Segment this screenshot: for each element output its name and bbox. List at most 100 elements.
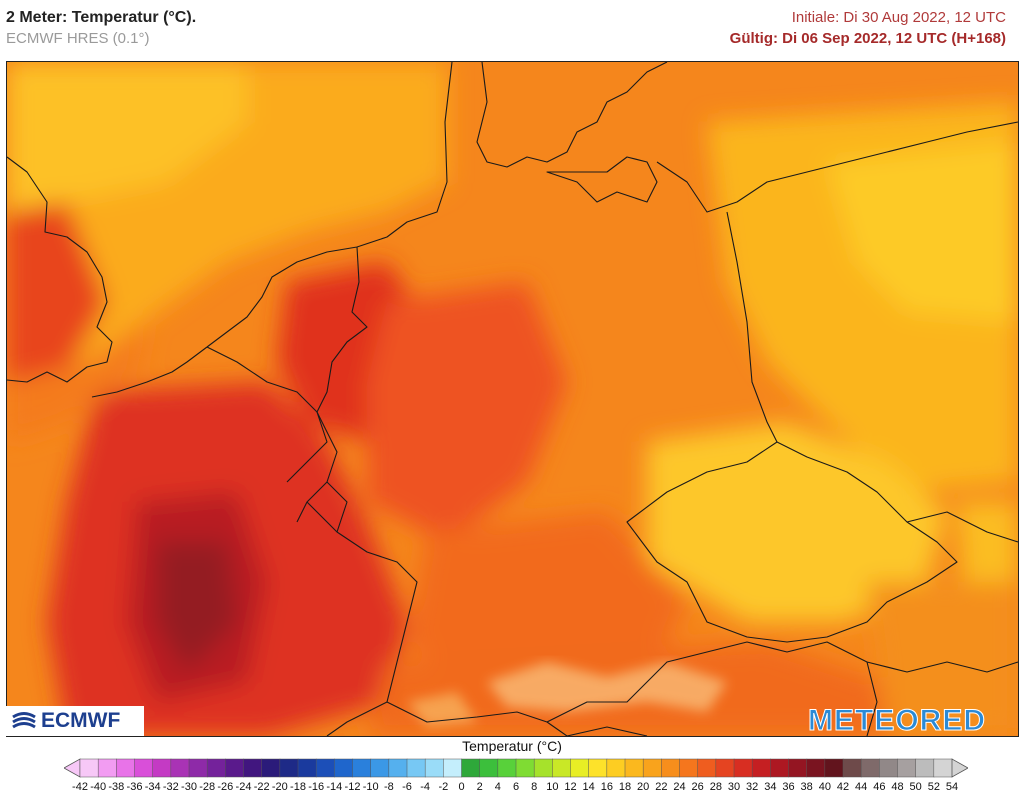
legend-swatch	[406, 758, 426, 778]
legend-tick-label: -18	[290, 781, 306, 793]
legend-tick-label: -34	[144, 781, 161, 793]
legend-tick-label: 44	[855, 781, 868, 793]
legend-swatch	[461, 758, 481, 778]
borders	[7, 62, 1018, 736]
legend-tick-label: 38	[800, 781, 813, 793]
temperature-map[interactable]	[6, 61, 1019, 737]
legend-swatch	[860, 758, 880, 778]
legend-tick-label: -20	[271, 781, 288, 793]
legend-swatch	[879, 758, 899, 778]
legend-tick-label: -38	[108, 781, 125, 793]
legend-title: Temperatur (°C)	[462, 738, 562, 754]
legend-swatch	[661, 758, 681, 778]
temperature-field	[7, 62, 1018, 736]
legend-swatch	[806, 758, 826, 778]
legend-tick-label: 46	[873, 781, 886, 793]
legend-swatch	[842, 758, 862, 778]
header-right: Initiale: Di 30 Aug 2022, 12 UTC Gültig:…	[730, 8, 1006, 50]
legend-swatch	[788, 758, 808, 778]
map-canvas	[7, 62, 1018, 736]
legend-tick-label: 34	[764, 781, 777, 793]
legend-tick-label: 52	[927, 781, 940, 793]
legend-tick-label: 4	[494, 781, 501, 793]
legend-swatch	[733, 758, 753, 778]
model-name: ECMWF HRES (0.1°)	[6, 30, 150, 47]
legend-tick-label: -22	[253, 781, 270, 793]
legend-swatch	[606, 758, 626, 778]
legend-tick-label: -30	[181, 781, 197, 793]
legend-swatch	[679, 758, 699, 778]
ecmwf-logo[interactable]: ECMWF	[6, 706, 144, 736]
legend-tick-label: 26	[691, 781, 704, 793]
legend-swatch	[243, 758, 263, 778]
legend-tick-label: 28	[709, 781, 722, 793]
legend-swatch	[370, 758, 390, 778]
legend-swatch	[116, 758, 136, 778]
legend-swatch	[443, 758, 463, 778]
legend-swatch	[152, 758, 172, 778]
legend-tick-label: -26	[217, 781, 234, 793]
legend-tick-label: 8	[531, 781, 538, 793]
legend-tick-label: 32	[746, 781, 759, 793]
legend-tick-label: -8	[383, 781, 394, 793]
legend-tick-label: -16	[308, 781, 325, 793]
legend-swatch	[715, 758, 735, 778]
legend-swatch	[497, 758, 517, 778]
legend-labels: -42 -40 -38 -36 -34 -32 -30 -28 -26 -24 -22 -20 -18-…	[0, 781, 1024, 797]
valid-time: Gültig: Di 06 Sep 2022, 12 UTC (H+168)	[729, 30, 1006, 47]
legend-tick-label: -32	[162, 781, 179, 793]
legend-swatch	[515, 758, 535, 778]
legend-swatch	[824, 758, 844, 778]
legend-swatch	[533, 758, 553, 778]
legend-swatch	[770, 758, 790, 778]
legend-tick-label: 0	[458, 781, 465, 793]
legend-tick-label: -10	[362, 781, 379, 793]
legend-tick-label: 20	[637, 781, 650, 793]
legend-tick-label: 30	[727, 781, 741, 793]
legend-tick-label: 14	[582, 781, 595, 793]
legend-tick-label: 6	[512, 781, 520, 793]
init-time: Initiale: Di 30 Aug 2022, 12 UTC	[791, 9, 1006, 26]
legend-tick-label: -28	[199, 781, 216, 793]
legend-swatch	[188, 758, 208, 778]
meteored-logo[interactable]: METEORED	[807, 704, 987, 738]
legend-swatch	[552, 758, 572, 778]
legend-tick-label: -36	[126, 781, 143, 793]
legend-swatch	[697, 758, 717, 778]
legend-tick-label: 16	[600, 781, 613, 793]
legend-tick-label: 36	[782, 781, 795, 793]
legend-swatch	[642, 758, 662, 778]
legend-tick-label: 22	[655, 781, 668, 793]
legend-tick-label: 50	[909, 781, 922, 793]
legend-swatch	[352, 758, 372, 778]
legend-swatch	[334, 758, 354, 778]
legend-swatch	[751, 758, 771, 778]
legend-swatch	[588, 758, 608, 778]
legend-tick-label: -24	[235, 781, 252, 793]
header-left: 2 Meter: Temperatur (°C). ECMWF HRES (0.…	[6, 8, 196, 50]
legend-swatch	[297, 758, 317, 778]
legend-tick-label: -12	[344, 781, 361, 793]
legend-swatch	[897, 758, 917, 778]
legend-swatch	[170, 758, 190, 778]
legend-swatch	[479, 758, 499, 778]
legend-swatch	[388, 758, 408, 778]
legend-swatch	[624, 758, 644, 778]
legend-swatch	[225, 758, 245, 778]
ecmwf-logo-text: ECMWF	[41, 709, 121, 732]
legend-swatch	[279, 758, 299, 778]
legend-tick-label: 18	[618, 781, 632, 793]
legend-colorbar	[64, 758, 968, 778]
legend-swatch	[261, 758, 281, 778]
legend-swatch	[97, 758, 117, 778]
legend-tick-label: -2	[438, 781, 449, 793]
legend-tick-label: 12	[564, 781, 577, 793]
legend-tick-label: 40	[818, 781, 831, 793]
ecmwf-mark-icon	[12, 712, 36, 729]
legend-tick-label: -14	[326, 781, 343, 793]
legend-tick-label: 48	[891, 781, 904, 793]
legend-tick-label: 2	[476, 781, 483, 793]
legend-tick-label: 42	[836, 781, 850, 793]
legend-tick-label: 24	[673, 781, 686, 793]
map-title: 2 Meter: Temperatur (°C).	[6, 9, 197, 26]
